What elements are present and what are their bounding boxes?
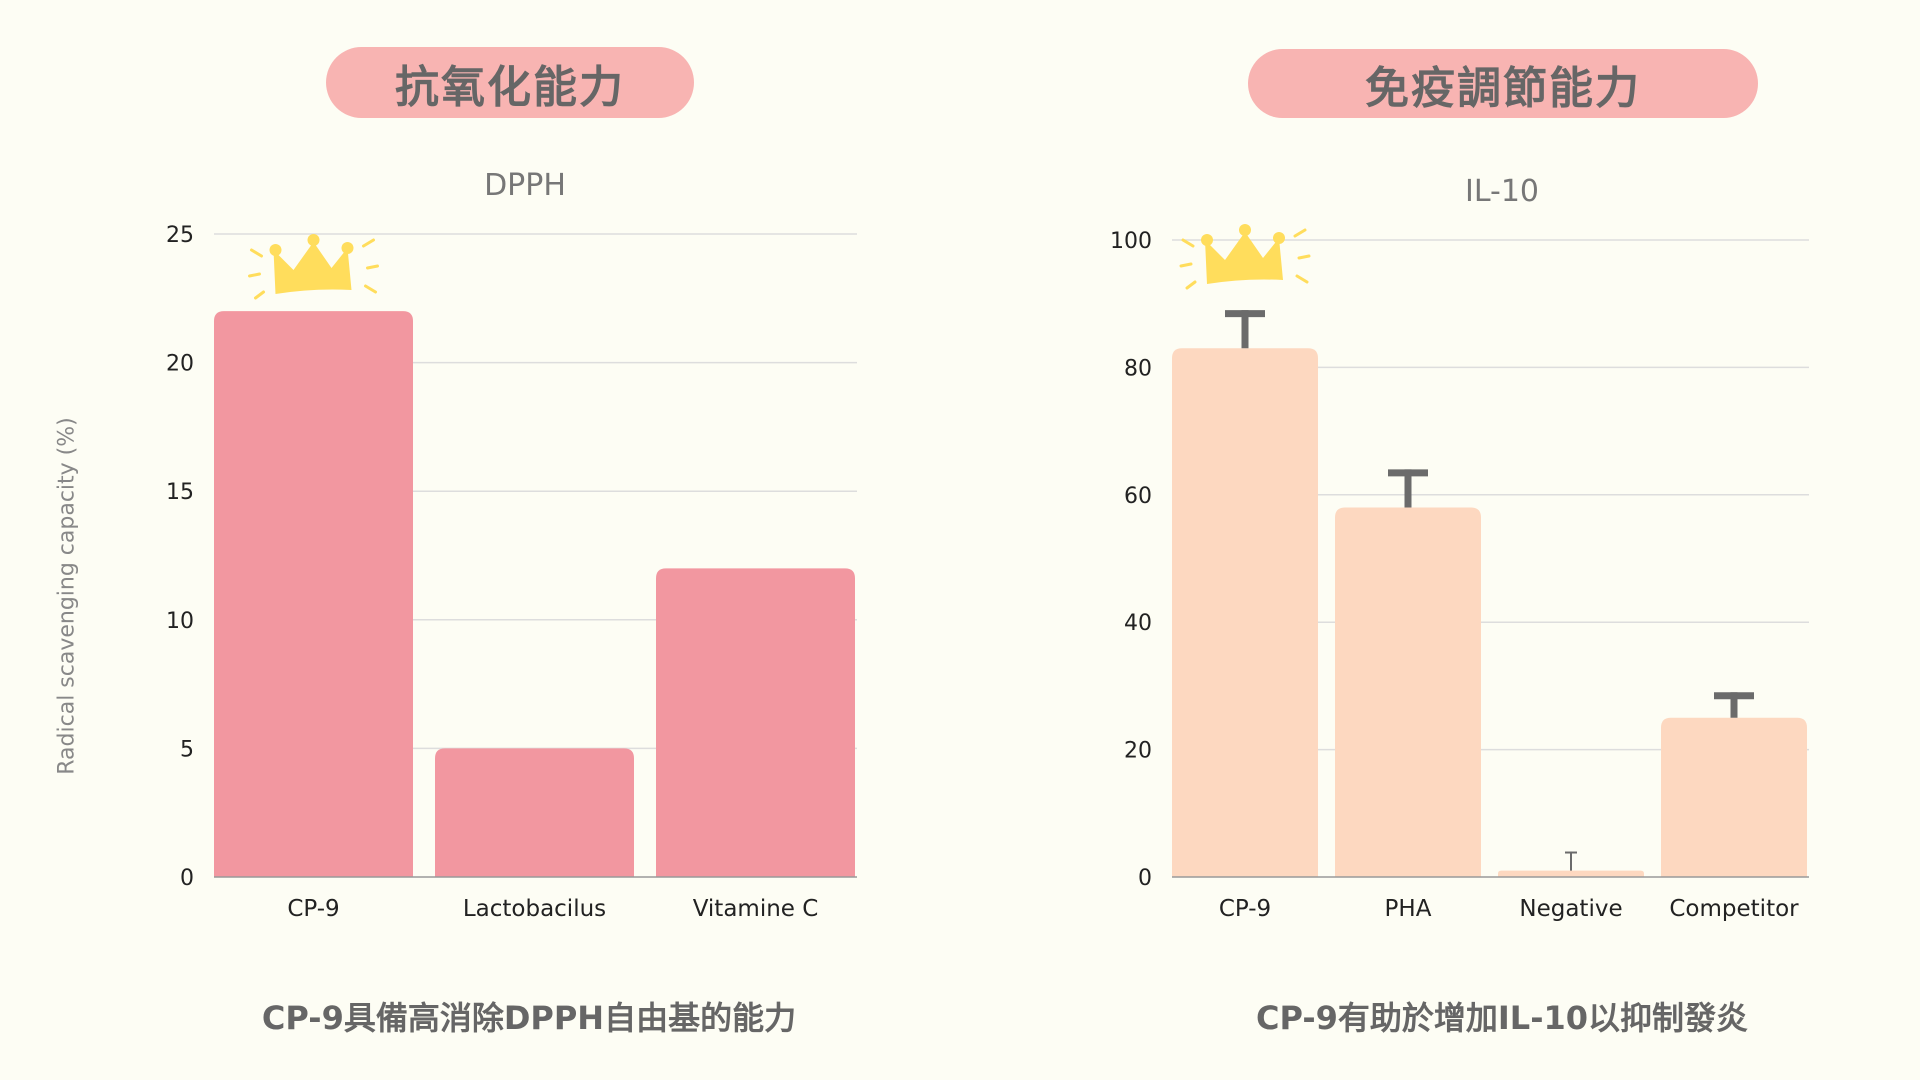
right-y-tick-label: 60 [1124,484,1152,509]
right-bar-cp-9 [1172,348,1318,877]
right-heading: 免疫調節能力 [1365,62,1641,114]
right-y-tick-label: 40 [1124,611,1152,636]
left-heading: 抗氧化能力 [395,61,625,113]
right-y-tick-label: 20 [1124,739,1152,764]
left-x-tick-label: Lactobacilus [463,896,606,922]
right-chart-title: IL-10 [1464,174,1540,209]
left-y-tick-label: 10 [166,609,194,634]
left-chart-title: DPPH [484,168,566,203]
left-bar-cp-9 [214,311,413,877]
right-heading-pill: 免疫調節能力 [1248,49,1758,118]
left-y-tick-label: 20 [166,352,194,377]
left-caption: CP-9具備高消除DPPH自由基的能力 [261,999,797,1037]
left-x-tick-label: Vitamine C [693,896,819,922]
right-y-tick-label: 0 [1138,866,1152,891]
left-y-tick-label: 15 [166,480,194,505]
left-bar-lactobacilus [435,748,634,877]
right-caption: CP-9有助於增加IL-10以抑制發炎 [1255,999,1749,1037]
left-y-tick-label: 0 [180,866,194,891]
right-x-tick-label: Negative [1519,896,1622,922]
left-x-tick-label: CP-9 [287,896,339,922]
right-bar-competitor [1661,717,1807,877]
right-x-tick-label: PHA [1385,896,1432,922]
right-x-tick-label: Competitor [1669,896,1799,922]
left-y-tick-label: 25 [166,223,194,248]
right-y-tick-label: 100 [1110,229,1152,254]
right-crown-icon [1179,224,1311,290]
right-bar-pha [1335,507,1481,877]
left-y-tick-label: 5 [180,737,194,762]
right-y-tick-label: 80 [1124,356,1152,381]
left-crown-icon [248,234,379,300]
left-bar-vitamine-c [656,568,855,877]
right-bar-negative [1498,870,1644,877]
right-x-tick-label: CP-9 [1219,896,1271,922]
left-heading-pill: 抗氧化能力 [326,47,694,118]
